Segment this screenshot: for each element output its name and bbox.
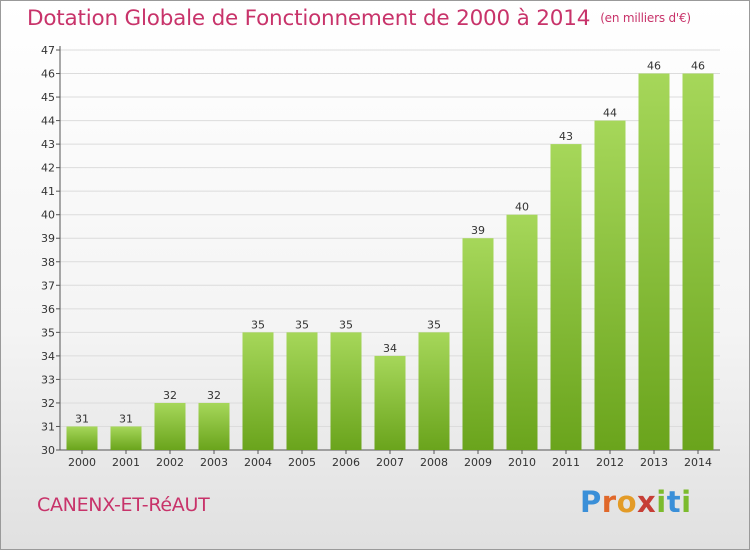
bar [286,332,318,450]
x-tick-label: 2007 [376,456,404,469]
axes: 30 31 32 33 34 35 36 37 38 39 40 41 42 43 44 45 46 47 [41,44,720,457]
bar-value-label: 43 [559,130,573,143]
logo-letter: r [601,485,617,519]
y-tick-label: 34 [41,350,55,363]
y-tick-label: 45 [41,91,55,104]
x-tick-label: 2000 [68,456,96,469]
bar-value-label: 39 [471,224,485,237]
y-tick-label: 31 [41,420,55,433]
logo-letter: x [637,485,657,519]
bar [330,332,362,450]
x-tick-label: 2005 [288,456,316,469]
bar [374,355,406,450]
x-tick-label: 2004 [244,456,272,469]
bar-value-label: 46 [691,60,705,73]
bar-value-label: 40 [515,201,529,214]
bar [506,214,538,450]
y-tick-label: 30 [41,444,55,457]
bar-value-label: 46 [647,60,661,73]
logo-letter: i [681,485,692,519]
x-tick-label: 2006 [332,456,360,469]
x-tick-label: 2009 [464,456,492,469]
x-tick-label: 2002 [156,456,184,469]
proxiti-logo: Proxiti [580,485,692,519]
bars [66,73,714,451]
labels: 31 2000 31 2001 32 2002 32 2003 35 2004 35 2005 35 20… [68,60,712,469]
bar-value-label: 44 [603,107,617,120]
x-tick-label: 2013 [640,456,668,469]
logo-letter: i [656,485,667,519]
x-tick-label: 2010 [508,456,536,469]
bar-value-label: 31 [119,412,133,425]
y-tick-label: 43 [41,138,55,151]
bar-value-label: 35 [251,318,265,331]
bar [154,402,186,450]
bar [638,73,670,450]
bar-value-label: 34 [383,342,397,355]
y-tick-label: 44 [41,115,55,128]
y-tick-label: 36 [41,303,55,316]
y-tick-label: 35 [41,326,55,339]
bar-value-label: 32 [163,389,177,402]
bar [110,426,142,450]
y-tick-label: 38 [41,256,55,269]
x-tick-label: 2014 [684,456,712,469]
bar [462,238,494,450]
y-tick-label: 32 [41,397,55,410]
chart-subtitle: (en milliers d'€) [600,11,691,25]
bar [66,426,98,450]
y-tick-label: 39 [41,232,55,245]
bar-value-label: 35 [295,318,309,331]
x-tick-label: 2011 [552,456,580,469]
logo-letter: o [616,485,638,519]
y-tick-label: 42 [41,162,55,175]
y-tick-label: 33 [41,373,55,386]
y-tick-label: 47 [41,44,55,57]
bar [418,332,450,450]
logo-letter: t [666,485,682,519]
y-tick-label: 46 [41,68,55,81]
x-tick-label: 2003 [200,456,228,469]
y-tick-label: 40 [41,209,55,222]
bar [198,402,230,450]
bar-value-label: 31 [75,412,89,425]
bar [682,73,714,450]
commune-name: CANENX-ET-RéAUT [37,494,210,516]
y-tick-label: 37 [41,279,55,292]
y-tick-label: 41 [41,185,55,198]
bar-value-label: 35 [427,318,441,331]
bar-value-label: 35 [339,318,353,331]
bar [550,144,582,450]
x-tick-label: 2008 [420,456,448,469]
logo-letter: P [580,485,602,519]
x-tick-label: 2001 [112,456,140,469]
bar [594,120,626,451]
bar [242,332,274,450]
x-tick-label: 2012 [596,456,624,469]
chart-title-text: Dotation Globale de Fonctionnement de 20… [27,6,591,31]
chart-title: Dotation Globale de Fonctionnement de 20… [27,6,691,31]
bar-value-label: 32 [207,389,221,402]
